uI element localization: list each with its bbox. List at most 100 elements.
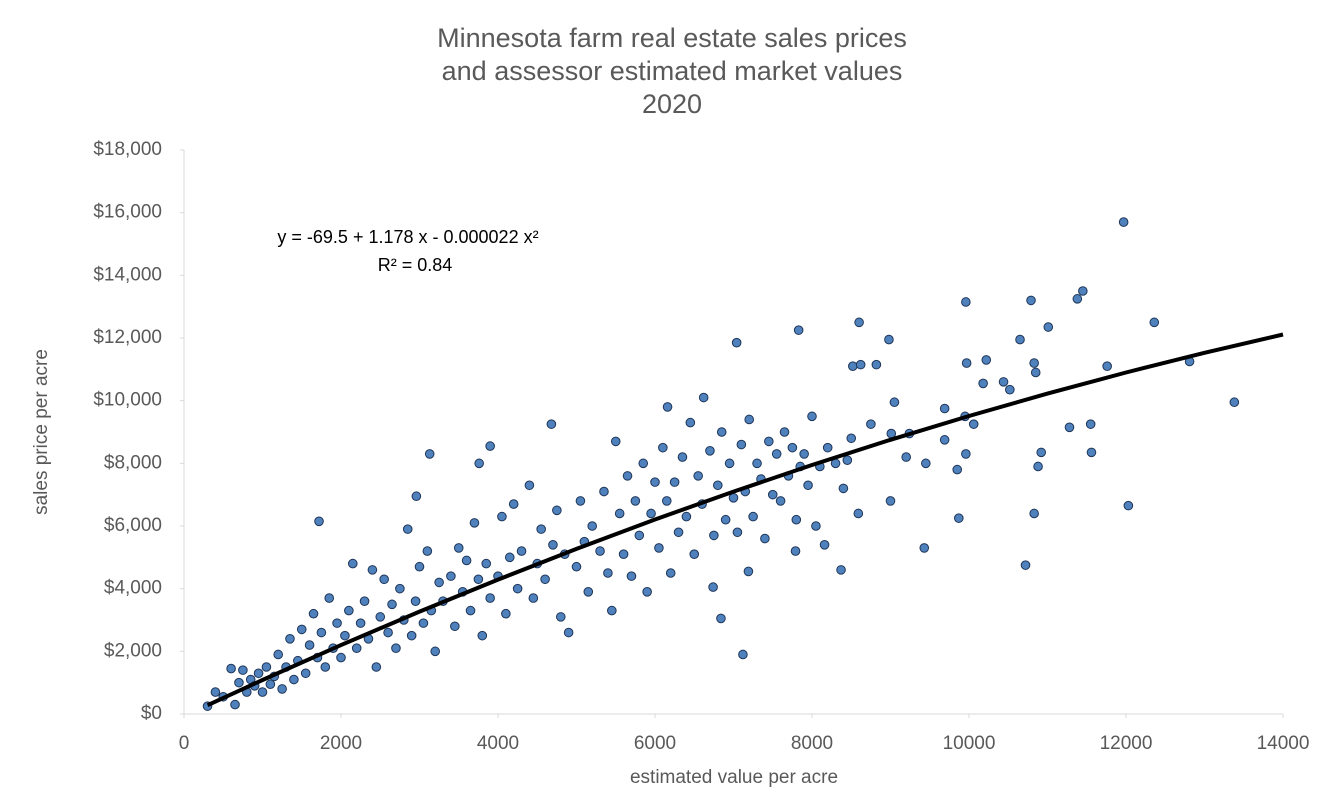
point	[685, 417, 696, 428]
point	[359, 596, 370, 607]
point	[885, 496, 896, 506]
point	[320, 662, 331, 672]
point	[919, 543, 930, 553]
point	[583, 587, 594, 597]
point	[238, 665, 248, 675]
point	[1078, 286, 1088, 296]
point	[450, 621, 460, 632]
point	[650, 477, 660, 487]
point	[474, 458, 484, 469]
point	[226, 663, 236, 674]
point	[418, 618, 429, 628]
point	[610, 436, 621, 447]
point	[871, 359, 882, 370]
point	[379, 574, 389, 585]
point	[528, 593, 539, 603]
point	[314, 516, 324, 527]
y-tick-label: $4,000	[104, 578, 162, 599]
point	[854, 317, 864, 328]
point	[952, 464, 963, 475]
point	[1029, 358, 1039, 368]
point	[599, 486, 609, 497]
point	[1005, 384, 1015, 395]
point	[614, 508, 625, 519]
point	[210, 687, 221, 697]
point	[848, 361, 858, 372]
point	[846, 433, 857, 444]
point	[961, 297, 971, 307]
point	[289, 674, 299, 685]
x-tick-label: 0	[179, 733, 190, 754]
point	[901, 452, 912, 462]
point	[642, 587, 652, 597]
point	[736, 439, 747, 450]
point	[512, 583, 523, 594]
point	[296, 624, 307, 635]
point	[383, 627, 393, 638]
point	[536, 524, 546, 534]
point	[939, 403, 950, 414]
point	[430, 646, 441, 657]
point	[638, 458, 649, 469]
y-tick-label: $8,000	[104, 452, 162, 473]
point	[1064, 422, 1075, 433]
x-axis-label: estimated value per acre	[630, 767, 838, 788]
y-tick-label: $16,000	[93, 202, 162, 223]
point	[497, 511, 507, 522]
chart-title: Minnesota farm real estate sales prices	[437, 23, 907, 53]
point	[689, 549, 700, 560]
point	[622, 471, 633, 481]
x-tick-label: 4000	[477, 733, 519, 754]
chart-title: and assessor estimated market values	[442, 56, 903, 86]
point	[1029, 508, 1039, 519]
point	[501, 608, 511, 619]
point	[453, 543, 464, 553]
point	[563, 627, 574, 638]
y-tick-label: $12,000	[93, 327, 162, 348]
point	[677, 452, 688, 462]
point	[230, 699, 240, 710]
x-tick-label: 10000	[943, 733, 996, 754]
point	[1118, 217, 1129, 227]
point	[304, 640, 315, 650]
point	[257, 687, 268, 697]
point	[775, 496, 786, 506]
point	[607, 605, 617, 616]
point	[347, 558, 358, 569]
point	[469, 518, 480, 528]
point	[661, 496, 672, 506]
point	[724, 458, 735, 469]
point	[884, 334, 894, 345]
point	[324, 593, 335, 603]
point	[575, 496, 586, 506]
point	[516, 546, 527, 556]
point	[968, 419, 979, 429]
point	[1033, 461, 1043, 472]
point	[316, 627, 327, 638]
point	[705, 446, 715, 456]
point	[481, 558, 492, 569]
point	[939, 435, 950, 445]
point	[546, 419, 557, 429]
point	[961, 449, 971, 459]
point	[1229, 397, 1240, 408]
point	[340, 630, 350, 641]
point	[387, 599, 397, 610]
point	[767, 489, 778, 500]
point	[811, 521, 821, 531]
point	[540, 574, 550, 585]
point	[803, 480, 813, 491]
point	[508, 499, 519, 509]
point	[842, 455, 853, 466]
point	[375, 612, 386, 622]
r-squared: R² = 0.84	[378, 255, 453, 275]
point	[332, 618, 342, 628]
point	[395, 583, 405, 594]
point	[790, 546, 801, 556]
y-axis-label: sales price per acre	[31, 349, 52, 515]
point	[646, 508, 656, 519]
point	[855, 359, 866, 370]
point	[654, 543, 664, 553]
point	[473, 574, 484, 585]
